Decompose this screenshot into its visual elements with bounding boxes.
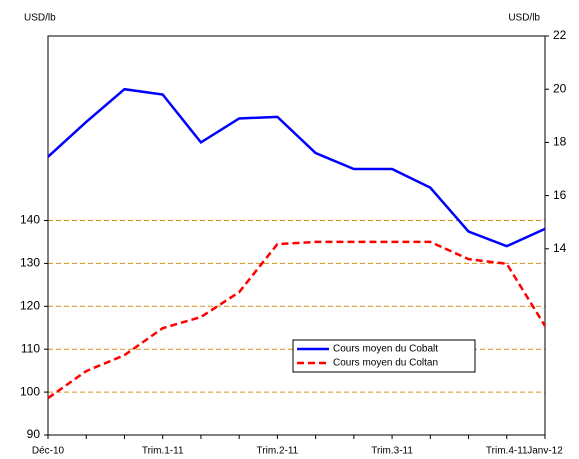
- plot-frame: [47, 35, 546, 436]
- y-tick-label: 110: [21, 341, 40, 355]
- x-tick-label: Janv-12: [527, 446, 563, 457]
- y-tick-label: 90: [27, 427, 41, 441]
- series-line: [47, 87, 546, 248]
- y2-axis-label: USD/lb: [508, 13, 540, 24]
- x-tick-label: Trim.4-11: [486, 446, 528, 457]
- series-line: [47, 240, 547, 400]
- legend-label: Cours moyen du Cobalt: [333, 344, 438, 355]
- y-tick-label: 100: [20, 384, 40, 398]
- x-tick-label: Trim.2-11: [257, 446, 299, 457]
- y2-tick-label: 14: [553, 241, 567, 255]
- y-axis-label: USD/lb: [24, 13, 56, 24]
- y-tick-label: 130: [20, 256, 40, 270]
- y2-tick-label: 18: [553, 135, 567, 149]
- y-tick-label: 120: [20, 298, 40, 312]
- legend-box: [292, 339, 476, 373]
- y2-tick-label: 22: [553, 28, 567, 42]
- x-tick-label: Trim.1-11: [142, 446, 184, 457]
- y-tick-label: 140: [20, 213, 40, 227]
- y2-tick-label: 16: [553, 188, 567, 202]
- x-tick-label: Déc-10: [32, 446, 65, 457]
- legend-label: Cours moyen du Coltan: [333, 358, 438, 369]
- y2-tick-label: 20: [553, 81, 567, 95]
- x-tick-label: Trim.3-11: [371, 446, 413, 457]
